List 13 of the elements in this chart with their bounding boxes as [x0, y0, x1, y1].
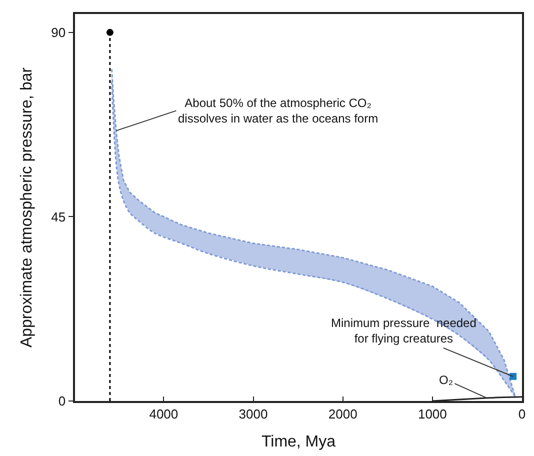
annotation: About 50% of the atmospheric CO₂ dissolves in water as the oceans form	[178, 96, 378, 126]
x-tick-label: 1000	[418, 406, 447, 422]
x-axis-title: Time, Mya	[261, 434, 336, 451]
x-tick-label: 0	[518, 406, 526, 422]
y-tick-label: 90	[51, 24, 66, 40]
x-tick-label: 4000	[149, 406, 178, 422]
annotation: O₂	[439, 373, 454, 387]
y-axis-title: Approximate atmospheric pressure, bar	[18, 66, 36, 348]
annotation: Minimum pressure needed for flying creatures	[331, 316, 476, 346]
x-tick-label: 3000	[238, 406, 268, 422]
y-tick-label: 0	[58, 394, 66, 409]
x-tick-label: 2000	[328, 406, 358, 422]
y-tick-label: 45	[51, 209, 66, 224]
